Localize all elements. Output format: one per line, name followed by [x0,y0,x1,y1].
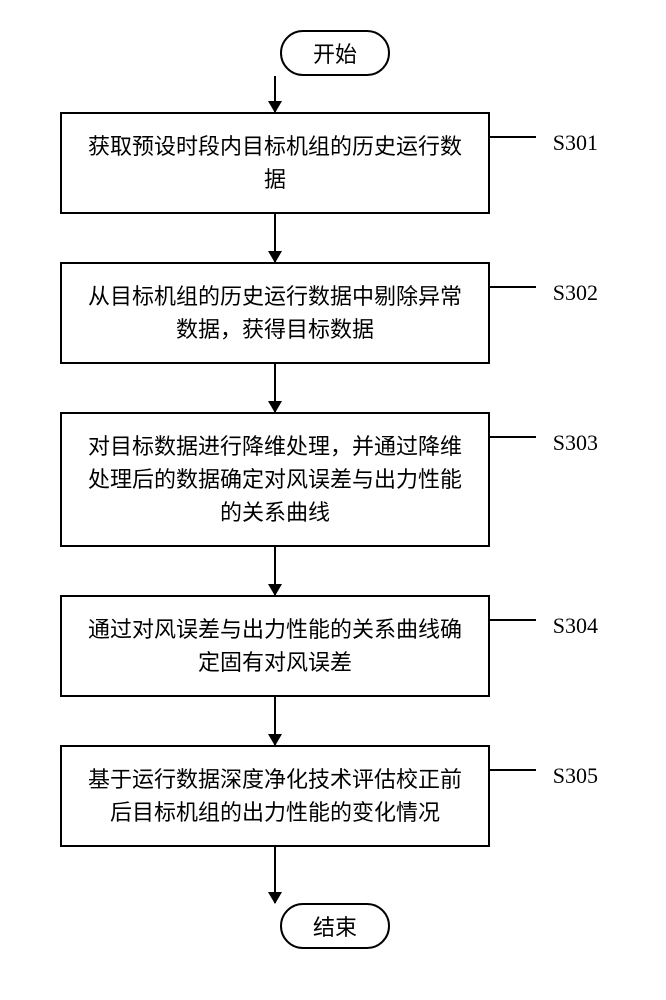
start-terminal: 开始 [280,30,390,76]
arrow-3 [60,547,490,595]
arrow-5 [60,847,490,903]
step-3-label: S303 [553,426,598,459]
step-5-text: 基于运行数据深度净化技术评估校正前后目标机组的出力性能的变化情况 [80,763,470,829]
connector-2 [488,286,536,288]
process-step-1: 获取预设时段内目标机组的历史运行数据 S301 [60,112,490,214]
end-label: 结束 [313,910,357,942]
step-5-label: S305 [553,759,598,792]
step-1-label: S301 [553,126,598,159]
process-step-3: 对目标数据进行降维处理，并通过降维处理后的数据确定对风误差与出力性能的关系曲线 … [60,412,490,547]
step-2-text: 从目标机组的历史运行数据中剔除异常数据，获得目标数据 [80,280,470,346]
connector-4 [488,619,536,621]
process-step-4: 通过对风误差与出力性能的关系曲线确定固有对风误差 S304 [60,595,490,697]
arrow-2 [60,364,490,412]
connector-1 [488,136,536,138]
process-step-5: 基于运行数据深度净化技术评估校正前后目标机组的出力性能的变化情况 S305 [60,745,490,847]
connector-3 [488,436,536,438]
flowchart-container: 开始 获取预设时段内目标机组的历史运行数据 S301 从目标机组的历史运行数据中… [60,30,610,949]
arrow-4 [60,697,490,745]
step-1-text: 获取预设时段内目标机组的历史运行数据 [80,130,470,196]
arrow-1 [60,214,490,262]
arrow-0 [60,76,490,112]
process-step-2: 从目标机组的历史运行数据中剔除异常数据，获得目标数据 S302 [60,262,490,364]
connector-5 [488,769,536,771]
step-4-text: 通过对风误差与出力性能的关系曲线确定固有对风误差 [80,613,470,679]
end-terminal: 结束 [280,903,390,949]
step-3-text: 对目标数据进行降维处理，并通过降维处理后的数据确定对风误差与出力性能的关系曲线 [80,430,470,529]
step-4-label: S304 [553,609,598,642]
step-2-label: S302 [553,276,598,309]
start-label: 开始 [313,37,357,69]
